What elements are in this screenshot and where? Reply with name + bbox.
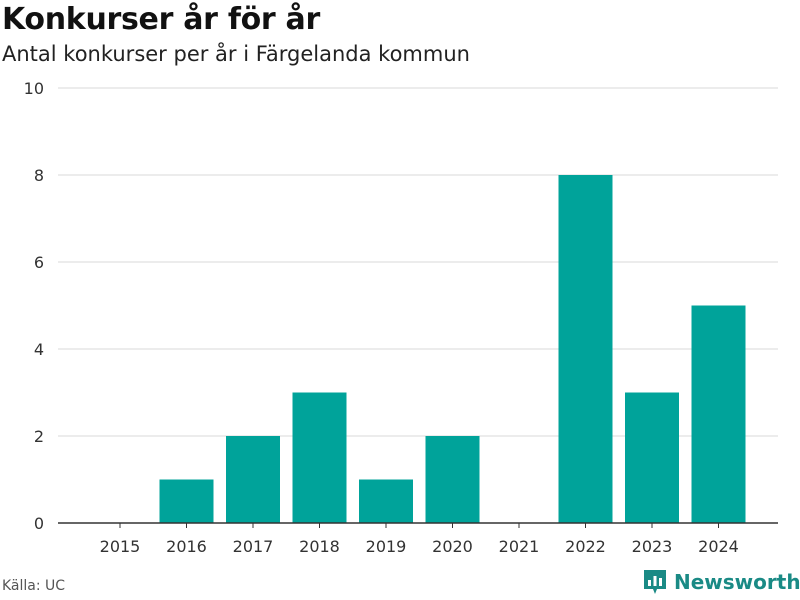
x-tick-label: 2017 (233, 537, 274, 556)
chart-title: Konkurser år för år (2, 2, 320, 37)
bar-2020 (425, 436, 480, 523)
x-tick-label: 2016 (166, 537, 207, 556)
chart-subtitle: Antal konkurser per år i Färgelanda komm… (2, 42, 470, 66)
bar-2022 (558, 175, 613, 523)
x-tick-label: 2022 (565, 537, 606, 556)
x-tick-label: 2015 (100, 537, 141, 556)
gridlines (58, 87, 778, 437)
brand-logo: Newsworthy (642, 568, 800, 596)
y-tick-label: 2 (34, 427, 44, 446)
y-tick-label: 4 (34, 340, 44, 359)
x-tick-label: 2024 (698, 537, 739, 556)
y-tick-label: 8 (34, 166, 44, 185)
x-tick-label: 2021 (499, 537, 540, 556)
bar-2016 (159, 479, 214, 523)
y-axis-ticks: 0 2 4 6 8 10 (24, 79, 44, 533)
y-tick-label: 10 (24, 79, 44, 98)
bar-2017 (226, 436, 280, 523)
x-tick-label: 2020 (432, 537, 473, 556)
bar-2023 (625, 392, 679, 523)
bar-2024 (691, 305, 746, 523)
x-tick-label: 2023 (632, 537, 673, 556)
y-tick-label: 0 (34, 514, 44, 533)
bar-2019 (359, 479, 413, 523)
x-tick-label: 2019 (366, 537, 407, 556)
x-tick-label: 2018 (299, 537, 340, 556)
x-axis-ticks: 2015 2016 2017 2018 2019 2020 2021 2022 2023 2024 (100, 523, 739, 556)
y-tick-label: 6 (34, 253, 44, 272)
newsworthy-logo-icon (644, 570, 666, 594)
source-label: Källa: UC (2, 578, 66, 594)
bars (159, 175, 746, 523)
bar-2018 (292, 392, 347, 523)
brand-name: Newsworthy (674, 570, 800, 594)
